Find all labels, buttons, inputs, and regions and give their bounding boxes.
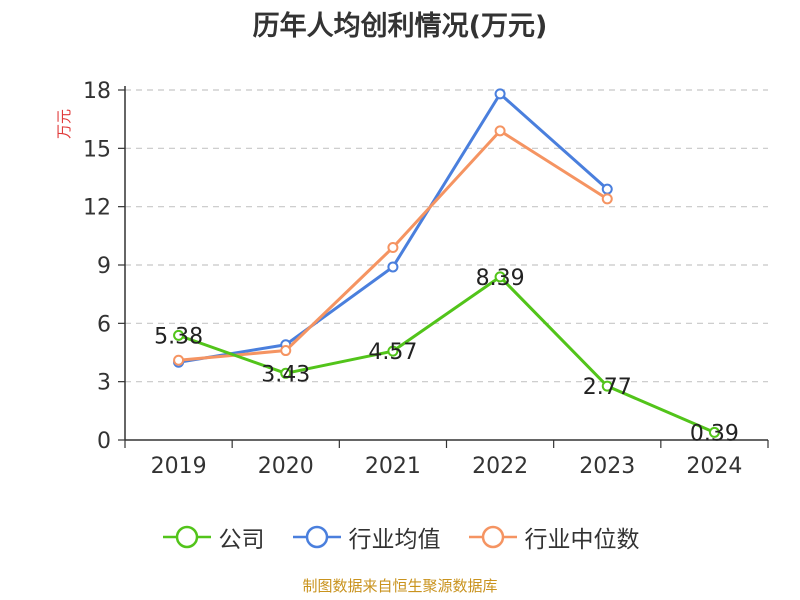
data-label-company: 4.57 [368, 340, 417, 365]
data-source-note: 制图数据来自恒生聚源数据库 [302, 577, 498, 595]
series-line-company [178, 275, 716, 434]
data-label-company: 0.39 [690, 421, 739, 446]
data-point-industry-median [173, 354, 185, 366]
data-point-industry-median [494, 125, 506, 137]
x-tick-label: 2023 [579, 454, 635, 479]
data-label-company: 2.77 [583, 375, 632, 400]
legend-label-industry-average: 行业均值 [348, 527, 441, 553]
data-point-industry-median [387, 242, 399, 253]
legend-item-company[interactable]: 公司 [161, 520, 265, 554]
legend-label-industry-median: 行业中位数 [524, 527, 640, 553]
x-tick-label: 2020 [258, 454, 314, 479]
y-tick-label: 0 [97, 429, 111, 454]
legend-swatch-company-icon [162, 525, 211, 549]
data-label-company: 5.38 [154, 324, 203, 349]
data-point-industry-average [494, 88, 506, 100]
data-label-company: 8.39 [476, 266, 525, 291]
data-label-company: 3.43 [261, 362, 310, 387]
legend-label-company: 公司 [218, 527, 265, 553]
y-tick-label: 12 [83, 196, 111, 221]
x-tick-label: 2024 [686, 454, 742, 479]
x-tick-label: 2021 [365, 454, 421, 479]
legend-swatch-industry-median-icon [468, 525, 517, 549]
data-point-company [708, 426, 720, 438]
y-tick-label: 18 [83, 79, 111, 104]
legend-item-industry-median[interactable]: 行业中位数 [467, 520, 640, 554]
data-point-company [387, 345, 399, 357]
data-point-company [280, 367, 292, 379]
legend-swatch-industry-average-icon [292, 525, 341, 549]
legend-item-industry-average[interactable]: 行业均值 [291, 520, 441, 554]
y-tick-label: 9 [97, 254, 111, 279]
y-tick-label: 6 [97, 312, 111, 337]
legend: 公司 行业均值 行业中位数 [0, 519, 800, 555]
chart-title: 历年人均创利情况(万元) [252, 11, 548, 42]
x-tick-label: 2022 [472, 454, 528, 479]
data-point-company [494, 271, 506, 283]
data-point-industry-median [601, 193, 613, 205]
y-tick-label: 3 [97, 371, 111, 396]
x-tick-label: 2019 [151, 454, 207, 479]
data-point-company [173, 329, 185, 341]
data-point-industry-average [387, 261, 399, 273]
data-point-industry-median [280, 345, 292, 357]
data-point-company [601, 380, 613, 392]
y-tick-label: 15 [83, 137, 111, 162]
data-point-industry-average [601, 183, 613, 195]
